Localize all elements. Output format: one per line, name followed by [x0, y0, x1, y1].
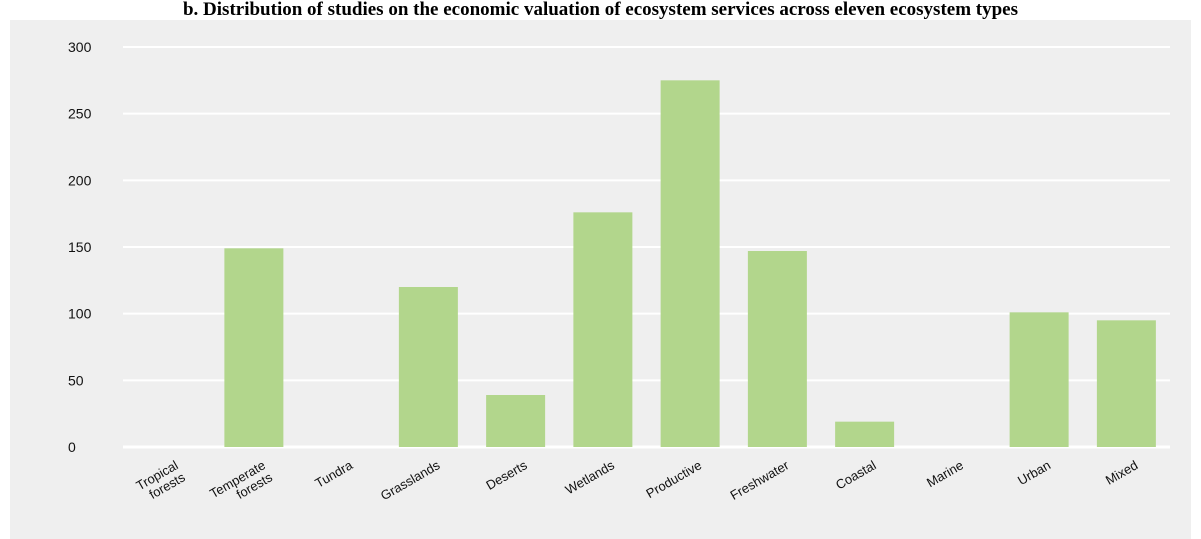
bar: [573, 212, 633, 447]
x-tick-label: Tundra: [312, 457, 355, 491]
x-tick-label: Tropicalforests: [133, 457, 188, 505]
y-axis-ticks: 0 50 100 150 200 250 300: [68, 39, 92, 455]
x-axis-labels: Tropicalforests Temperateforests Tundra Gra…: [133, 457, 1141, 513]
y-tick-label: 250: [68, 106, 92, 122]
x-tick-label: Grasslands: [378, 457, 443, 503]
bar: [1096, 320, 1156, 447]
x-tick-label: Deserts: [483, 457, 530, 493]
chart-title: b. Distribution of studies on the econom…: [182, 0, 1019, 20]
y-tick-label: 50: [68, 372, 84, 388]
x-tick-label: Mixed: [1103, 457, 1141, 487]
bar-chart: 0 50 100 150 200 250 300 Tropicalforests Temper…: [68, 39, 1170, 513]
bar: [398, 287, 458, 447]
x-tick-label: Freshwater: [728, 457, 792, 503]
x-tick-label: Marine: [924, 457, 966, 490]
x-tick-label: Coastal: [833, 457, 879, 492]
bar: [1009, 312, 1069, 447]
bar: [835, 421, 895, 447]
x-tick-label: Productive: [643, 457, 704, 501]
x-tick-label: Wetlands: [563, 457, 618, 497]
bar: [486, 395, 546, 447]
bar: [747, 251, 807, 447]
y-tick-label: 0: [68, 439, 76, 455]
chart-panel: 0 50 100 150 200 250 300 Tropicalforests Temper…: [10, 20, 1191, 539]
bar: [224, 248, 284, 447]
x-tick-label: Urban: [1015, 457, 1053, 488]
y-tick-label: 150: [68, 239, 92, 255]
y-tick-label: 300: [68, 39, 92, 55]
bars: [224, 80, 1156, 448]
y-tick-label: 200: [68, 172, 92, 188]
x-tick-label: Temperateforests: [207, 457, 275, 513]
y-tick-label: 100: [68, 306, 92, 322]
bar: [660, 80, 720, 448]
gridlines: [123, 46, 1170, 449]
